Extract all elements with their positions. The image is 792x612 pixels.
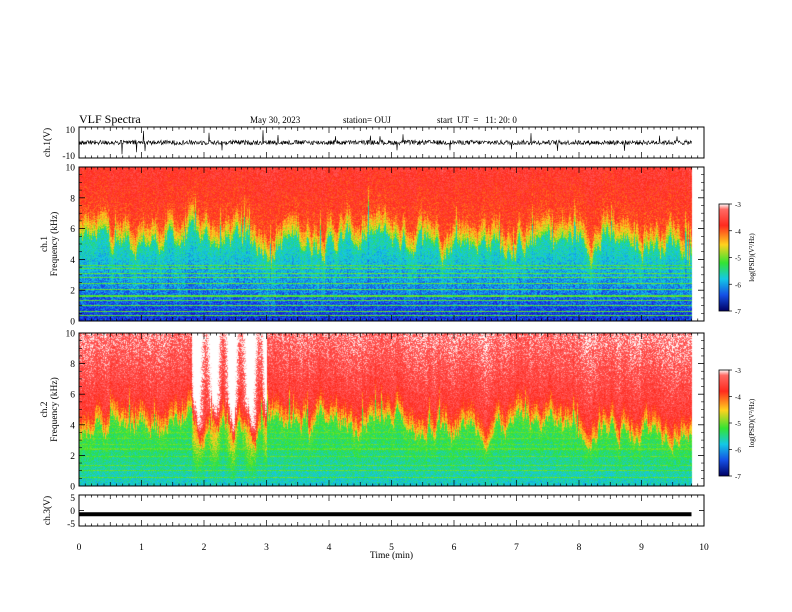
ch2-spectrogram-frame xyxy=(78,332,705,487)
ch1-spectrogram-y-ticklabel: 10 xyxy=(66,164,76,174)
ch1-y-ticklabel: -10 xyxy=(62,152,75,162)
ch2-colorbar-ticklabel: -4 xyxy=(735,394,741,402)
ch2-colorbar-ticklabel: -3 xyxy=(735,367,741,375)
ch2-colorbar-ticklabel: -7 xyxy=(735,473,741,481)
ch2-spectrogram-y-ticklabel: 8 xyxy=(70,360,75,370)
ch1-colorbar-label: log(PSD)(V²/Hz) xyxy=(748,233,756,282)
ch1-spectrogram-y-ticklabel: 6 xyxy=(70,225,75,235)
ch1-spectrogram-ylabel-channel: ch.1 xyxy=(40,236,50,252)
ch1-spectrogram-ylabel-frequency: Frequency (kHz) xyxy=(49,212,60,277)
ch2-colorbar-label: log(PSD)(V²/Hz) xyxy=(748,398,756,447)
ch1-colorbar xyxy=(718,203,730,312)
ch2-colorbar-ticklabel: -5 xyxy=(735,420,741,428)
ch2-spectrogram-ylabel-channel: ch.2 xyxy=(40,401,50,417)
ch2-spectrogram-y-ticklabel: 10 xyxy=(66,330,76,340)
x-ticklabel: 2 xyxy=(202,543,207,553)
x-axis-label: Time (min) xyxy=(370,550,413,561)
ch1-colorbar-ticklabel: -7 xyxy=(735,308,741,316)
ch2-colorbar-ticklabel: -6 xyxy=(735,447,741,455)
x-ticklabel: 8 xyxy=(577,543,582,553)
ch1-y-ticklabel: 10 xyxy=(66,126,76,136)
ch1-colorbar-ticklabel: -3 xyxy=(735,201,741,209)
ch2-spectrogram-y-ticklabel: 2 xyxy=(70,452,75,462)
ch2-spectrogram-y-ticklabel: 6 xyxy=(70,391,75,401)
ch3-y-ticklabel: -5 xyxy=(67,520,75,530)
ch1-waveform-trace xyxy=(78,130,692,155)
x-ticklabel: 9 xyxy=(639,543,644,553)
station-label: station= OUJ xyxy=(343,115,391,125)
x-ticklabel: 1 xyxy=(139,543,144,553)
ch2-spectrogram-image xyxy=(79,333,704,486)
x-ticklabel: 5 xyxy=(389,543,394,553)
ch2-spectrogram-y-ticklabel: 4 xyxy=(70,421,75,431)
ch3-y-ticklabel: 0 xyxy=(70,507,75,517)
ch1-ylabel: ch.1(V) xyxy=(42,128,53,157)
ch1-spectrogram-frame xyxy=(78,166,705,322)
ch1-colorbar-ticklabel: -6 xyxy=(735,281,741,289)
x-ticklabel: 0 xyxy=(77,543,82,553)
x-ticklabel: 3 xyxy=(264,543,269,553)
ch1-spectrogram-y-ticklabel: 4 xyxy=(70,256,75,266)
x-ticklabel: 4 xyxy=(327,543,332,553)
date-label: May 30, 2023 xyxy=(250,115,301,125)
x-ticklabel: 7 xyxy=(514,543,519,553)
ch2-spectrogram-y-ticklabel: 0 xyxy=(70,483,75,493)
ch2-spectrogram-ylabel-frequency: Frequency (kHz) xyxy=(49,377,60,442)
ch1-spectrogram-y-ticklabel: 8 xyxy=(70,194,75,204)
ch1-spectrogram-y-ticklabel: 2 xyxy=(70,287,75,297)
ch1-spectrogram-image xyxy=(79,167,704,321)
figure-title: VLF Spectra xyxy=(79,112,141,126)
start-time-label: start UT = 11: 20: 0 xyxy=(437,115,517,125)
ch2-colorbar xyxy=(718,369,730,477)
ch3-ylabel: ch.3(V) xyxy=(42,496,53,525)
ch3-y-ticklabel: 5 xyxy=(70,494,75,504)
x-ticklabel: 10 xyxy=(699,543,709,553)
ch1-spectrogram-y-ticklabel: 0 xyxy=(70,318,75,328)
ch1-colorbar-ticklabel: -5 xyxy=(735,255,741,263)
ch1-colorbar-ticklabel: -4 xyxy=(735,228,741,236)
x-ticklabel: 6 xyxy=(452,543,457,553)
